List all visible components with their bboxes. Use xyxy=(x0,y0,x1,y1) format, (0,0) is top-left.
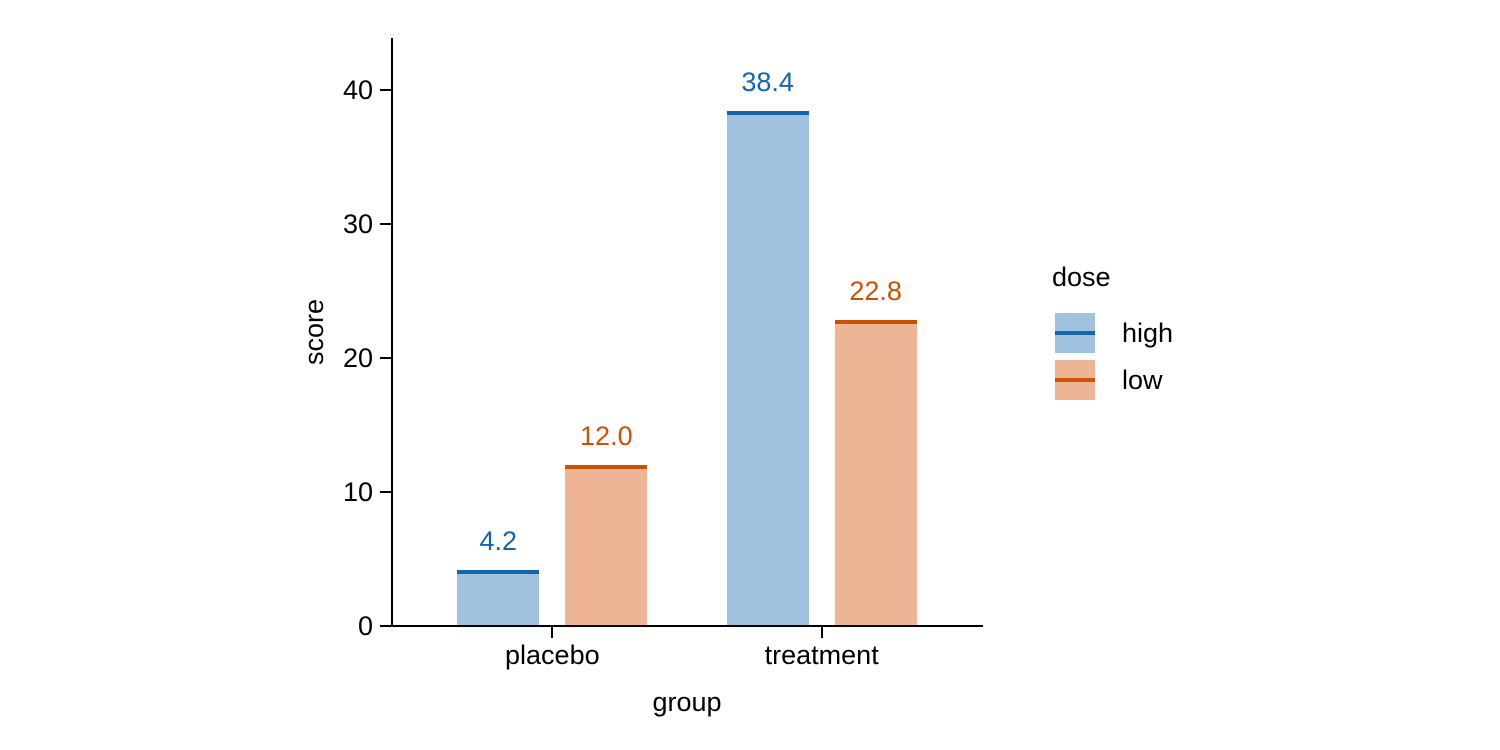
x-axis-title: group xyxy=(652,687,722,717)
y-tick-mark xyxy=(380,625,391,627)
bar-value-label: 4.2 xyxy=(479,525,518,556)
legend-key-line-low xyxy=(1055,378,1095,382)
legend-title: dose xyxy=(1052,262,1111,292)
bar-treatment-low xyxy=(834,320,917,625)
x-tick-mark xyxy=(551,627,554,638)
legend-key-high xyxy=(1055,313,1095,353)
y-tick-label: 10 xyxy=(342,477,373,507)
y-tick-label: 0 xyxy=(357,611,373,641)
x-axis-line xyxy=(391,625,983,627)
y-tick-mark xyxy=(380,89,391,91)
legend-key-low xyxy=(1055,360,1095,400)
bar-value-label: 38.4 xyxy=(741,67,794,98)
y-axis-title: score xyxy=(299,298,329,366)
bar-placebo-low xyxy=(565,465,648,625)
bar-value-label: 12.0 xyxy=(580,421,633,452)
bar-treatment-high xyxy=(726,111,809,625)
y-tick-mark xyxy=(380,491,391,493)
legend-label-high: high xyxy=(1122,318,1174,348)
y-tick-label: 20 xyxy=(342,343,373,373)
x-tick-label: treatment xyxy=(764,640,879,670)
y-tick-mark xyxy=(380,223,391,225)
legend-label-low: low xyxy=(1122,365,1163,395)
y-tick-label: 40 xyxy=(342,75,373,105)
y-tick-label: 30 xyxy=(342,209,373,239)
legend-key-line-high xyxy=(1055,331,1095,335)
y-axis-line xyxy=(391,38,393,627)
bar-value-label: 22.8 xyxy=(849,276,902,307)
x-tick-mark xyxy=(820,627,823,638)
bar-placebo-high xyxy=(457,569,540,625)
x-tick-label: placebo xyxy=(505,640,600,670)
y-tick-mark xyxy=(380,357,391,359)
